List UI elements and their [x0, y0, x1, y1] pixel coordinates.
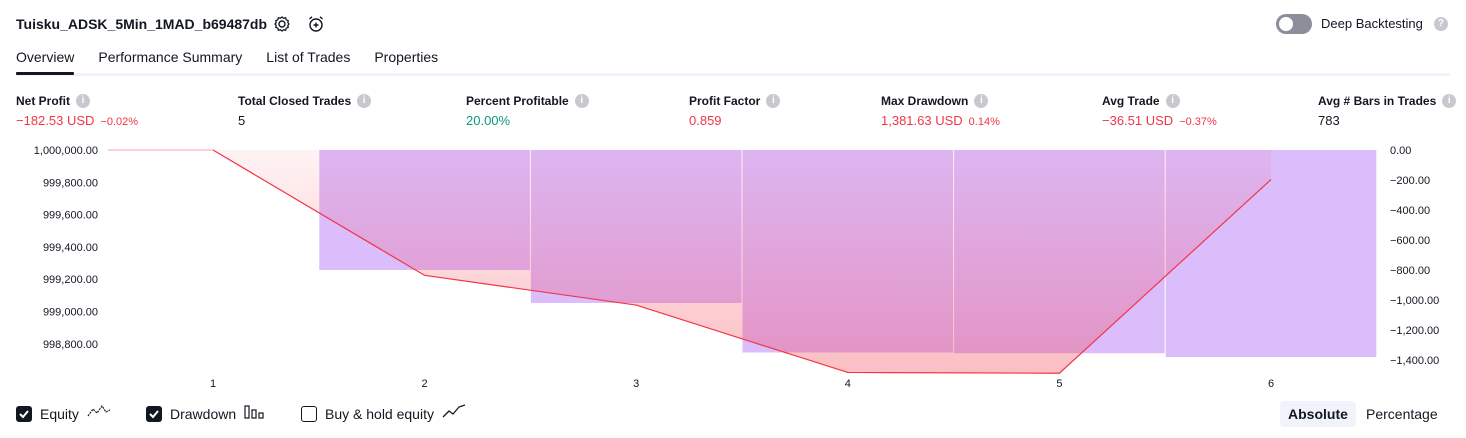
x-axis-tick-label: 1 — [210, 378, 216, 390]
legend-label: Buy & hold equity — [325, 405, 434, 422]
metric-percent: −0.37% — [1179, 116, 1217, 128]
x-axis-tick-label: 2 — [422, 378, 428, 390]
metric-value: 0.859 — [689, 113, 722, 128]
help-icon[interactable]: i — [357, 94, 372, 108]
checkbox-checked-icon[interactable] — [16, 405, 32, 422]
strategy-name: Tuisku_ADSK_5Min_1MAD_b69487db — [16, 16, 268, 32]
tab-overview[interactable]: Overview — [16, 47, 75, 75]
left-axis-tick-label: 999,800.00 — [43, 177, 98, 189]
equity-line — [212, 149, 1272, 374]
metric-value: 5 — [238, 113, 246, 128]
x-axis-tick-label: 6 — [1268, 378, 1274, 390]
x-axis-tick-label: 5 — [1056, 378, 1062, 390]
metric-label: Avg Trade — [1102, 94, 1160, 108]
x-axis-tick-label: 3 — [633, 378, 639, 390]
metric-label: Max Drawdown — [881, 94, 969, 108]
help-icon[interactable]: i — [76, 94, 90, 108]
metric-label: Profit Factor — [689, 94, 761, 108]
right-axis-tick-label: −1,200.00 — [1390, 325, 1439, 337]
metric-value: 20.00% — [466, 113, 511, 128]
tab-divider — [16, 73, 1450, 76]
help-icon[interactable]: ? — [1434, 17, 1448, 31]
right-axis-tick-label: −800.00 — [1390, 265, 1430, 277]
metric-label: Net Profit — [16, 94, 70, 108]
metric-percent: 0.14% — [968, 116, 1000, 128]
metric-max-drawdown: Max Drawdown i 1,381.63 USD 0.14% — [881, 93, 1000, 130]
left-axis-tick-label: 999,600.00 — [43, 210, 98, 222]
right-axis-tick-label: −1,000.00 — [1390, 295, 1439, 307]
deep-backtesting-label: Deep Backtesting — [1321, 16, 1423, 31]
metric-total-closed-trades: Total Closed Trades i 5 — [238, 93, 372, 129]
help-icon[interactable]: i — [766, 94, 781, 108]
metric-value: 1,381.63 USD — [881, 113, 963, 128]
checkbox-unchecked-icon[interactable] — [301, 405, 317, 422]
legend-equity-toggle[interactable]: Equity — [16, 403, 111, 424]
left-axis-tick-label: 999,400.00 — [43, 242, 98, 254]
legend-label: Equity — [40, 405, 79, 422]
equity-area — [213, 150, 1271, 374]
right-axis-tick-label: 0.00 — [1390, 145, 1411, 157]
buy-hold-line-icon — [442, 403, 466, 424]
left-axis-tick-label: 999,000.00 — [43, 307, 98, 319]
checkbox-checked-icon[interactable] — [146, 405, 162, 422]
legend-label: Drawdown — [170, 405, 237, 422]
metric-value: 783 — [1318, 113, 1340, 128]
metric-value: −182.53 USD — [16, 113, 95, 128]
help-icon[interactable]: i — [1165, 94, 1180, 108]
metric-percent-profitable: Percent Profitable i 20.00% — [466, 93, 589, 129]
left-axis-tick-label: 1,000,000.00 — [34, 145, 98, 157]
right-axis-tick-label: −400.00 — [1390, 205, 1430, 217]
equity-drawdown-chart[interactable]: 1,000,000.00 999,800.00 999,600.00 999,400.… — [0, 140, 1466, 395]
right-axis-tick-label: −200.00 — [1390, 175, 1430, 187]
metric-percent: −0.02% — [100, 116, 139, 128]
absolute-button[interactable]: Absolute — [1280, 401, 1356, 427]
right-axis-tick-label: −1,400.00 — [1390, 355, 1439, 367]
legend-buy-hold-toggle[interactable]: Buy & hold equity — [301, 403, 466, 424]
metric-label: Avg # Bars in Trades — [1318, 94, 1437, 108]
tab-bar: Overview Performance Summary List of Tra… — [16, 47, 438, 75]
toggle-knob — [1279, 17, 1293, 31]
metric-label: Total Closed Trades — [238, 94, 352, 108]
metric-net-profit: Net Profit i −182.53 USD −0.02% — [16, 93, 138, 130]
metric-profit-factor: Profit Factor i 0.859 — [689, 93, 781, 129]
tab-properties[interactable]: Properties — [374, 49, 439, 65]
metric-value: −36.51 USD — [1102, 113, 1174, 128]
legend-drawdown-toggle[interactable]: Drawdown — [146, 403, 264, 424]
right-axis-tick-label: −600.00 — [1390, 235, 1430, 247]
metric-label: Percent Profitable — [466, 94, 569, 108]
metric-avg-trade: Avg Trade i −36.51 USD −0.37% — [1102, 93, 1217, 130]
tab-performance-summary[interactable]: Performance Summary — [98, 49, 243, 65]
left-axis-tick-label: 998,800.00 — [43, 339, 98, 351]
gear-icon[interactable] — [272, 14, 292, 34]
help-icon[interactable]: i — [974, 94, 989, 108]
deep-backtesting-toggle[interactable] — [1276, 14, 1312, 34]
equity-line-icon — [87, 403, 111, 424]
help-icon[interactable]: i — [574, 94, 589, 108]
help-icon[interactable]: i — [1442, 94, 1457, 108]
left-axis-tick-label: 999,200.00 — [43, 274, 98, 286]
drawdown-bars-icon — [244, 403, 264, 424]
alarm-clock-plus-icon[interactable] — [306, 14, 326, 34]
tab-list-of-trades[interactable]: List of Trades — [266, 49, 351, 65]
percentage-button[interactable]: Percentage — [1366, 406, 1438, 422]
x-axis-tick-label: 4 — [845, 378, 851, 390]
metric-avg-bars-in-trades: Avg # Bars in Trades i 783 — [1318, 93, 1457, 129]
